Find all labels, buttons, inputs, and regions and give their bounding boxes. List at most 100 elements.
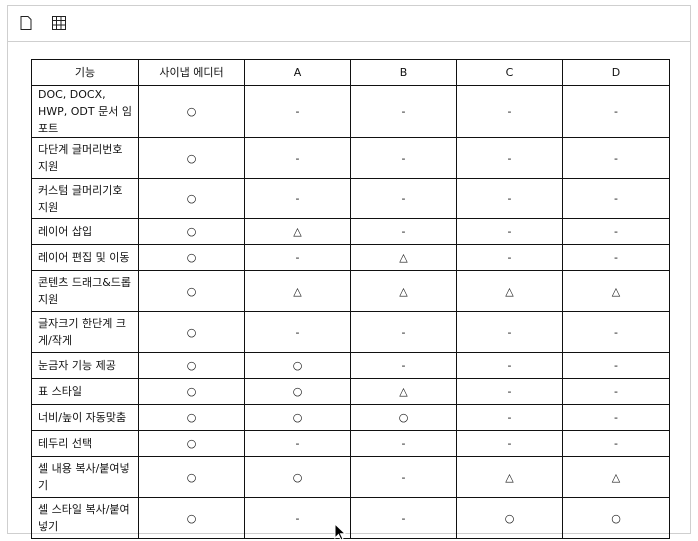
support-cell: ○ <box>244 378 351 405</box>
support-cell: - <box>562 218 670 245</box>
column-header: C <box>456 59 563 86</box>
feature-cell: 표 스타일 <box>31 378 139 405</box>
header-row: 기능 사이냅 에디터 A B C D <box>31 59 670 86</box>
support-cell: - <box>350 456 457 498</box>
support-cell: - <box>562 244 670 271</box>
support-cell: ○ <box>456 497 563 539</box>
support-cell: △ <box>350 378 457 405</box>
support-cell: - <box>350 497 457 539</box>
support-cell: ○ <box>138 352 245 379</box>
support-cell: ○ <box>138 270 245 312</box>
table-row: 표 스타일 ○ ○ △ - - <box>31 378 670 405</box>
support-cell: △ <box>562 270 670 312</box>
support-cell: △ <box>562 456 670 498</box>
support-cell: - <box>456 378 563 405</box>
feature-cell: 다단계 글머리번호 지원 <box>31 137 139 179</box>
feature-cell: 레이어 삽입 <box>31 218 139 245</box>
support-cell: ○ <box>138 378 245 405</box>
support-cell: - <box>350 430 457 457</box>
support-cell: - <box>456 430 563 457</box>
support-cell: ○ <box>244 456 351 498</box>
feature-cell: 레이어 편집 및 이동 <box>31 244 139 271</box>
support-cell: - <box>350 85 457 138</box>
support-cell: △ <box>456 270 563 312</box>
table-row: 레이어 편집 및 이동 ○ - △ - - <box>31 244 670 271</box>
comparison-table: 기능 사이냅 에디터 A B C D DOC, DOCX, HWP, ODT 문서 임포트… <box>31 59 670 539</box>
support-cell: - <box>244 244 351 271</box>
table-row: 글자크기 한단계 크게/작게 ○ - - - - <box>31 311 670 353</box>
support-cell: △ <box>350 244 457 271</box>
editor-frame: 기능 사이냅 에디터 A B C D DOC, DOCX, HWP, ODT 문서 임포트… <box>7 5 691 541</box>
support-cell: - <box>562 352 670 379</box>
support-cell: - <box>562 85 670 138</box>
support-cell: - <box>350 311 457 353</box>
support-cell: - <box>244 430 351 457</box>
support-cell: - <box>456 85 563 138</box>
feature-cell: 셀 내용 복사/붙여넣기 <box>31 456 139 498</box>
support-cell: - <box>350 218 457 245</box>
support-cell: ○ <box>138 497 245 539</box>
support-cell: ○ <box>244 404 351 431</box>
feature-cell: 커스텀 글머리기호 지원 <box>31 178 139 219</box>
table-row: 너비/높이 자동맞춤 ○ ○ ○ - - <box>31 404 670 431</box>
support-cell: △ <box>350 270 457 312</box>
support-cell: ○ <box>138 218 245 245</box>
support-cell: ○ <box>350 404 457 431</box>
support-cell: △ <box>244 218 351 245</box>
support-cell: ○ <box>138 137 245 179</box>
support-cell: - <box>350 352 457 379</box>
support-cell: - <box>244 178 351 219</box>
support-cell: - <box>562 178 670 219</box>
support-cell: - <box>456 137 563 179</box>
support-cell: ○ <box>562 497 670 539</box>
support-cell: △ <box>244 270 351 312</box>
support-cell: - <box>456 352 563 379</box>
support-cell: ○ <box>138 456 245 498</box>
mouse-cursor-icon <box>334 523 346 541</box>
support-cell: ○ <box>138 311 245 353</box>
feature-cell: DOC, DOCX, HWP, ODT 문서 임포트 <box>31 85 139 138</box>
support-cell: △ <box>456 456 563 498</box>
support-cell: - <box>562 378 670 405</box>
column-header: 사이냅 에디터 <box>138 59 245 86</box>
feature-cell: 너비/높이 자동맞춤 <box>31 404 139 431</box>
support-cell: - <box>456 311 563 353</box>
support-cell: - <box>244 137 351 179</box>
support-cell: ○ <box>244 352 351 379</box>
support-cell: - <box>350 178 457 219</box>
feature-cell: 테두리 선택 <box>31 430 139 457</box>
support-cell: - <box>456 178 563 219</box>
column-header: D <box>562 59 670 86</box>
support-cell: ○ <box>138 404 245 431</box>
table-row: 레이어 삽입 ○ △ - - - <box>31 218 670 245</box>
support-cell: - <box>456 218 563 245</box>
feature-cell: 글자크기 한단계 크게/작게 <box>31 311 139 353</box>
support-cell: - <box>562 430 670 457</box>
support-cell: ○ <box>138 85 245 138</box>
table-row: 테두리 선택 ○ - - - - <box>31 430 670 457</box>
feature-cell: 콘텐츠 드래그&드롭 지원 <box>31 270 139 312</box>
toolbar <box>8 6 690 42</box>
column-header: A <box>244 59 351 86</box>
support-cell: - <box>350 137 457 179</box>
feature-cell: 눈금자 기능 제공 <box>31 352 139 379</box>
table-grid-icon[interactable] <box>51 15 67 31</box>
support-cell: ○ <box>138 178 245 219</box>
feature-cell: 셀 스타일 복사/붙여넣기 <box>31 497 139 539</box>
table-row: DOC, DOCX, HWP, ODT 문서 임포트 ○ - - - - <box>31 85 670 138</box>
support-cell: - <box>562 311 670 353</box>
table-row: 콘텐츠 드래그&드롭 지원 ○ △ △ △ △ <box>31 270 670 312</box>
support-cell: - <box>244 311 351 353</box>
table-row: 눈금자 기능 제공 ○ ○ - - - <box>31 352 670 379</box>
table-row: 다단계 글머리번호 지원 ○ - - - - <box>31 137 670 179</box>
support-cell: - <box>244 497 351 539</box>
support-cell: ○ <box>138 244 245 271</box>
support-cell: - <box>456 404 563 431</box>
support-cell: - <box>244 85 351 138</box>
support-cell: - <box>456 244 563 271</box>
table-row: 셀 스타일 복사/붙여넣기 ○ - - ○ ○ <box>31 497 670 539</box>
table-row: 셀 내용 복사/붙여넣기 ○ ○ - △ △ <box>31 456 670 498</box>
support-cell: - <box>562 404 670 431</box>
column-header: 기능 <box>31 59 139 86</box>
document-icon[interactable] <box>18 15 34 31</box>
